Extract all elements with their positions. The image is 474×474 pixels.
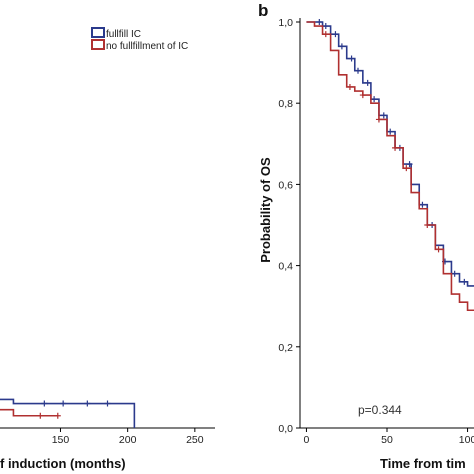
- right-x-tick-label-0: 0: [304, 434, 310, 446]
- left-series-group: [0, 398, 136, 428]
- right-series-0-censor-mark-8: [380, 112, 387, 119]
- left-x-tick-label-2: 250: [186, 434, 204, 446]
- panel-b-label: b: [258, 1, 268, 20]
- right-y-tick-label-0: 0,0: [278, 423, 293, 435]
- left-series-1-censor-mark-0: [37, 412, 44, 419]
- right-y-tick-label-4: 0,8: [278, 98, 293, 110]
- left-x-axis-title: f induction (months): [0, 456, 126, 471]
- right-series-0-censor-mark-1: [322, 23, 329, 30]
- p-value-annotation: p=0.344: [358, 403, 402, 417]
- right-x-tick-label-2: 100: [459, 434, 474, 446]
- left-series-0-censor-mark-3: [104, 400, 111, 407]
- legend-swatch-no-fullfillment-ic: [91, 39, 105, 50]
- right-series-1-censor-mark-4: [392, 144, 399, 151]
- legend-label-no-fullfillment-ic: no fullfillment of IC: [106, 41, 188, 52]
- right-series-1-censor-mark-2: [359, 92, 366, 99]
- right-series-0-censor-mark-0: [316, 19, 323, 25]
- right-y-tick-label-3: 0,6: [278, 179, 293, 191]
- right-series-0-censor-mark-5: [355, 67, 361, 74]
- left-series-0-line: [0, 398, 136, 428]
- left-series-1-line: [0, 408, 58, 417]
- right-series-0-censor-mark-3: [338, 43, 345, 50]
- right-y-tick-label-1: 0,2: [278, 342, 293, 354]
- right-series-1-censor-mark-5: [403, 165, 410, 172]
- left-x-ticks: 150 200 250: [52, 428, 204, 446]
- left-series-0-censor-mark-1: [60, 400, 67, 407]
- right-series-0-censor-mark-9: [387, 128, 394, 135]
- legend-swatch-fullfill-ic: [91, 27, 105, 38]
- right-series-0-censor-mark-16: [461, 278, 468, 285]
- legend-label-fullfill-ic: fullfill IC: [106, 29, 141, 40]
- legend: fullfill IC no fullfillment of IC: [91, 27, 188, 52]
- right-series-1-censor-mark-0: [322, 31, 329, 38]
- right-series-1-line: [306, 21, 474, 312]
- right-y-axis-title: Probability of OS: [258, 157, 273, 263]
- right-x-ticks: 0 50 100: [304, 428, 474, 446]
- right-series-1-censor-mark-7: [435, 246, 442, 253]
- left-series-1-censor-mark-1: [54, 412, 61, 419]
- right-series-1-censor-mark-3: [375, 116, 382, 123]
- right-series-0-censor-mark-7: [371, 96, 378, 103]
- right-y-ticks: 0,0 0,2 0,4 0,6 0,8 1,0: [278, 17, 300, 435]
- right-series-0-censor-mark-2: [332, 31, 339, 38]
- right-x-tick-label-1: 50: [381, 434, 393, 446]
- right-series-1-censor-mark-6: [424, 222, 431, 228]
- right-series-0-censor-mark-12: [419, 201, 426, 208]
- right-series-0-censor-mark-4: [348, 55, 355, 62]
- right-series-1-censor-mark-1: [346, 83, 353, 90]
- right-series-0-censor-mark-11: [406, 161, 413, 168]
- left-x-tick-label-1: 200: [119, 434, 137, 446]
- right-series-0-censor-mark-6: [364, 79, 371, 86]
- right-x-axis-title: Time from tim: [380, 456, 466, 471]
- left-series-0-censor-mark-2: [84, 400, 91, 407]
- right-panel: b 0,0 0,2 0,4 0,6 0,8 1,0 0 50 100 Probability …: [258, 1, 474, 471]
- left-series-0-censor-mark-0: [41, 400, 48, 407]
- left-panel: 150 200 250 f induction (months) fullfill …: [0, 27, 215, 471]
- left-x-tick-label-0: 150: [52, 434, 70, 446]
- right-y-tick-label-5: 1,0: [278, 17, 293, 29]
- right-series-0-censor-mark-15: [451, 270, 458, 277]
- right-y-tick-label-2: 0,4: [278, 261, 293, 273]
- right-series-group: [306, 19, 474, 312]
- right-series-0-line: [306, 21, 474, 287]
